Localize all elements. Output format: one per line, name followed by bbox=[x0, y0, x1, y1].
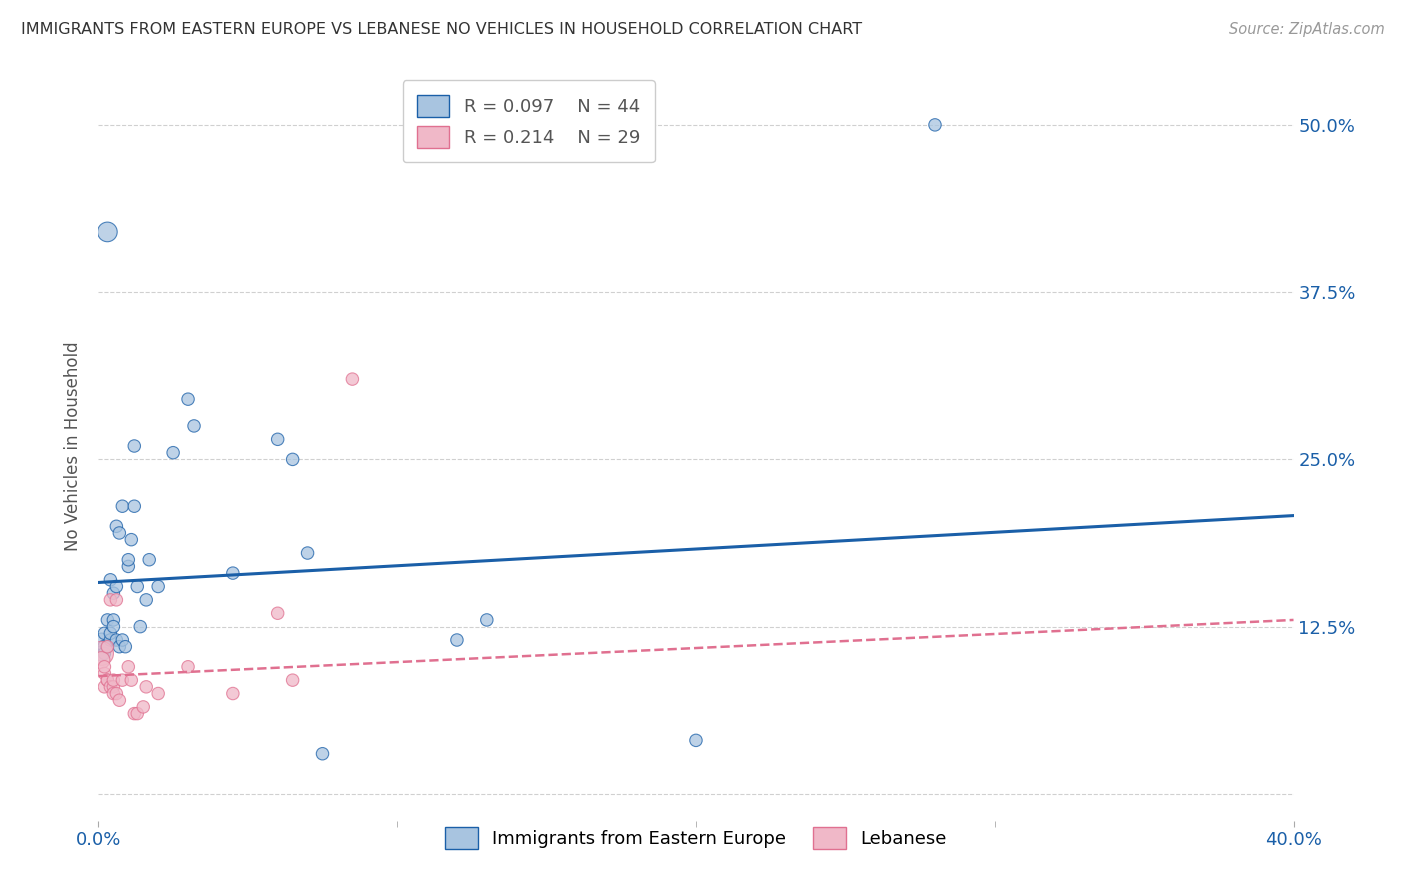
Point bbox=[281, 673, 304, 688]
Point bbox=[93, 660, 115, 674]
Point bbox=[177, 392, 200, 407]
Point bbox=[105, 633, 128, 648]
Point bbox=[177, 660, 200, 674]
Point bbox=[108, 693, 131, 707]
Text: Source: ZipAtlas.com: Source: ZipAtlas.com bbox=[1229, 22, 1385, 37]
Point bbox=[162, 446, 184, 460]
Point bbox=[93, 626, 115, 640]
Point bbox=[96, 640, 118, 654]
Point bbox=[117, 660, 139, 674]
Point bbox=[117, 553, 139, 567]
Point bbox=[685, 733, 707, 747]
Point bbox=[93, 646, 115, 660]
Point bbox=[297, 546, 319, 560]
Point bbox=[103, 613, 125, 627]
Point bbox=[108, 526, 131, 541]
Point bbox=[90, 646, 112, 660]
Point bbox=[103, 680, 125, 694]
Point bbox=[105, 593, 128, 607]
Point bbox=[96, 613, 118, 627]
Point bbox=[105, 580, 128, 594]
Point bbox=[98, 593, 122, 607]
Point bbox=[98, 633, 122, 648]
Point bbox=[93, 680, 115, 694]
Point bbox=[90, 653, 112, 667]
Point bbox=[124, 706, 146, 721]
Point bbox=[98, 573, 122, 587]
Point bbox=[127, 706, 149, 721]
Point bbox=[120, 533, 142, 547]
Point bbox=[183, 419, 205, 434]
Point bbox=[129, 620, 152, 634]
Point bbox=[103, 586, 125, 600]
Point bbox=[311, 747, 333, 761]
Point bbox=[103, 620, 125, 634]
Point bbox=[117, 559, 139, 574]
Point bbox=[96, 225, 118, 239]
Point bbox=[105, 687, 128, 701]
Legend: Immigrants from Eastern Europe, Lebanese: Immigrants from Eastern Europe, Lebanese bbox=[439, 820, 953, 856]
Point bbox=[124, 500, 146, 514]
Point bbox=[96, 640, 118, 654]
Point bbox=[135, 593, 157, 607]
Point bbox=[105, 519, 128, 533]
Point bbox=[108, 640, 131, 654]
Point bbox=[90, 633, 112, 648]
Point bbox=[98, 626, 122, 640]
Point bbox=[93, 640, 115, 654]
Point bbox=[475, 613, 498, 627]
Point bbox=[222, 566, 245, 581]
Point bbox=[111, 633, 134, 648]
Point bbox=[446, 633, 468, 648]
Point bbox=[148, 687, 170, 701]
Point bbox=[267, 433, 290, 447]
Point bbox=[132, 699, 155, 714]
Point bbox=[96, 673, 118, 688]
Point bbox=[111, 673, 134, 688]
Point bbox=[103, 687, 125, 701]
Point bbox=[342, 372, 364, 386]
Point bbox=[135, 680, 157, 694]
Point bbox=[267, 607, 290, 621]
Point bbox=[96, 673, 118, 688]
Point bbox=[127, 580, 149, 594]
Point bbox=[124, 439, 146, 453]
Point bbox=[222, 687, 245, 701]
Point bbox=[924, 118, 946, 132]
Point bbox=[111, 500, 134, 514]
Text: IMMIGRANTS FROM EASTERN EUROPE VS LEBANESE NO VEHICLES IN HOUSEHOLD CORRELATION : IMMIGRANTS FROM EASTERN EUROPE VS LEBANE… bbox=[21, 22, 862, 37]
Point bbox=[281, 452, 304, 467]
Point bbox=[93, 666, 115, 681]
Point bbox=[90, 646, 112, 660]
Point bbox=[103, 673, 125, 688]
Point bbox=[98, 680, 122, 694]
Point bbox=[114, 640, 136, 654]
Point bbox=[148, 580, 170, 594]
Point bbox=[138, 553, 160, 567]
Point bbox=[120, 673, 142, 688]
Y-axis label: No Vehicles in Household: No Vehicles in Household bbox=[65, 341, 83, 551]
